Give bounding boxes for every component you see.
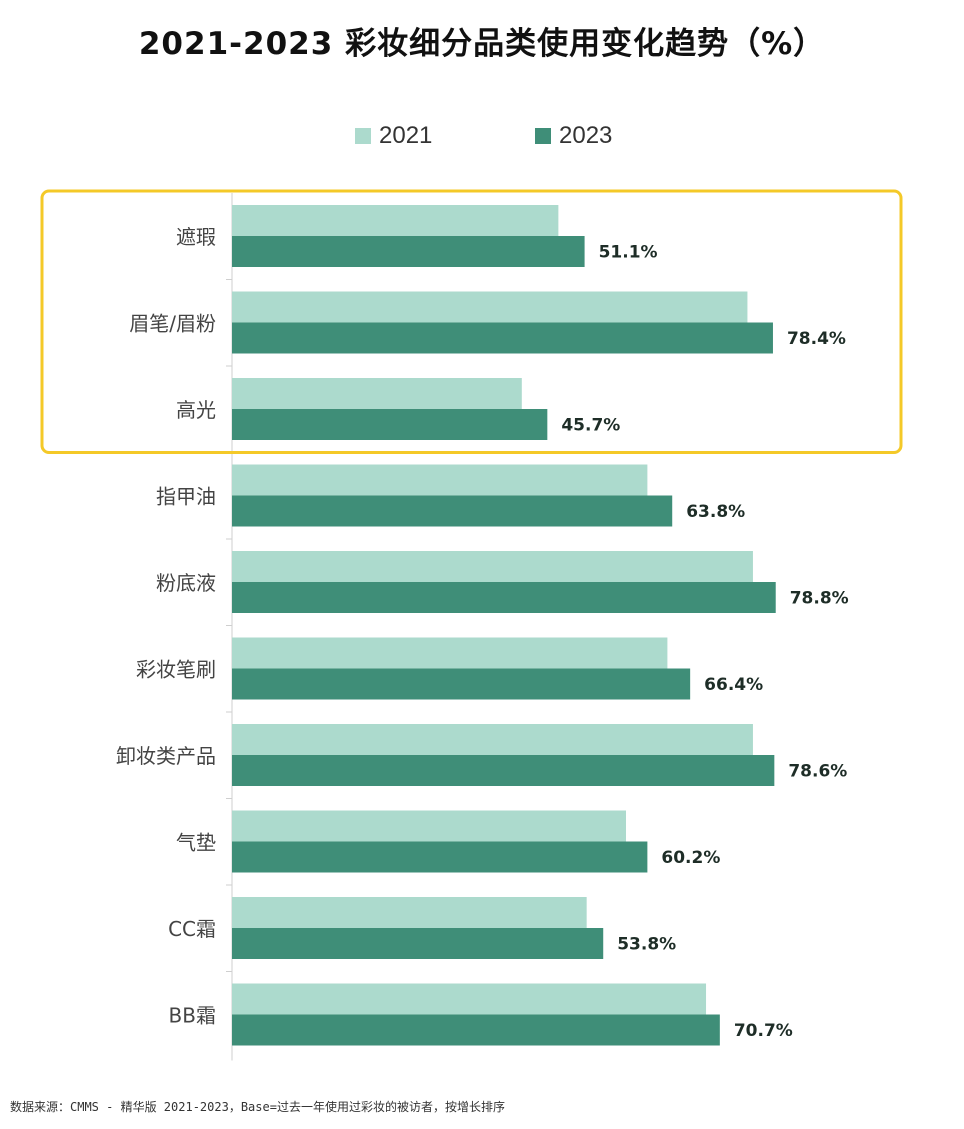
value-label: 78.4% xyxy=(787,329,846,349)
category-label: 眉笔/眉粉 xyxy=(129,312,216,336)
value-label: 63.8% xyxy=(686,502,745,522)
bar-2023 xyxy=(232,928,604,959)
bar-2021 xyxy=(232,464,648,496)
bar-2021 xyxy=(232,897,587,928)
bar-2021 xyxy=(232,291,748,323)
legend-swatch-2023 xyxy=(535,128,551,144)
bar-2023 xyxy=(232,1014,720,1046)
value-label: 45.7% xyxy=(561,416,620,436)
bar-2023 xyxy=(232,495,673,527)
highlight-box xyxy=(40,189,903,454)
legend-label-2023: 2023 xyxy=(559,122,613,149)
value-label: 51.1% xyxy=(599,243,658,263)
category-label: 遮瑕 xyxy=(176,225,216,249)
legend: 2021 2023 xyxy=(0,122,964,162)
value-label: 66.4% xyxy=(704,675,763,695)
bar-2023 xyxy=(232,755,775,786)
category-label: 指甲油 xyxy=(156,485,216,509)
legend-swatch-2021 xyxy=(355,128,371,144)
bar-2023 xyxy=(232,582,776,613)
bar-2023 xyxy=(232,668,691,700)
value-label: 70.7% xyxy=(734,1021,793,1041)
value-label: 78.8% xyxy=(790,589,849,609)
bar-chart: 遮瑕 51.1% 眉笔/眉粉 78.4% 高光 45.7% 指甲油 63.8% 粉底液 78.8%… xyxy=(40,189,903,1061)
category-label: CC霜 xyxy=(168,917,216,941)
bar-2021 xyxy=(232,983,707,1015)
category-label: 彩妆笔刷 xyxy=(136,658,216,682)
bar-2021 xyxy=(232,724,753,755)
bar-2021 xyxy=(232,205,559,236)
bar-2023 xyxy=(232,322,773,354)
source-footnote: 数据来源：CMMS - 精华版 2021-2023，Base=过去一年使用过彩妆… xyxy=(10,1100,505,1114)
value-label: 53.8% xyxy=(617,935,676,955)
bar-2021 xyxy=(232,637,668,669)
category-label: BB霜 xyxy=(169,1004,216,1028)
bar-2021 xyxy=(232,810,626,842)
legend-item-2021: 2021 xyxy=(355,122,432,150)
value-label: 60.2% xyxy=(661,848,720,868)
category-label: 粉底液 xyxy=(156,571,216,595)
bar-2021 xyxy=(232,378,522,409)
bar-2023 xyxy=(232,841,648,873)
bar-2023 xyxy=(232,409,548,440)
category-label: 气垫 xyxy=(176,831,216,855)
category-label: 卸妆类产品 xyxy=(116,744,216,768)
legend-label-2021: 2021 xyxy=(379,122,433,149)
chart-title: 2021-2023 彩妆细分品类使用变化趋势（%） xyxy=(138,26,826,62)
bar-2023 xyxy=(232,236,585,267)
value-label: 78.6% xyxy=(788,762,847,782)
legend-item-2023: 2023 xyxy=(535,122,612,150)
bar-2021 xyxy=(232,551,753,582)
category-label: 高光 xyxy=(176,398,216,422)
